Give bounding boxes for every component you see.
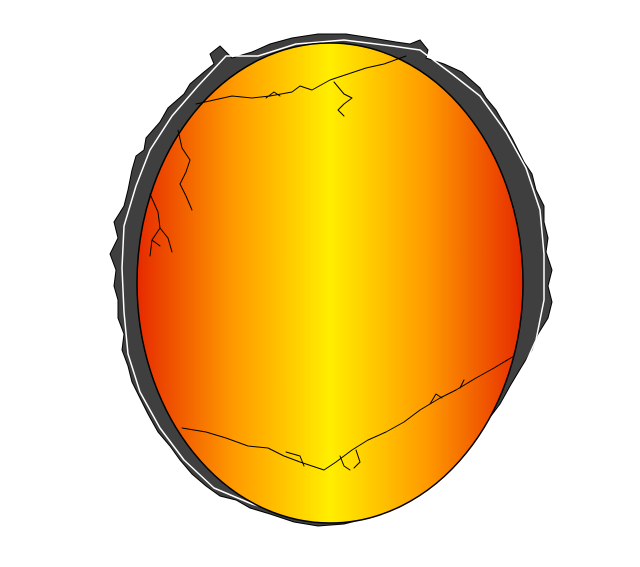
bottom-crack <box>181 355 515 471</box>
top-crack-branch <box>333 81 353 117</box>
top-crack-twig <box>265 91 281 99</box>
bottom-crack-twig <box>429 379 465 405</box>
crack-lines <box>149 55 515 471</box>
top-crack <box>195 55 407 105</box>
left-crack-lower <box>149 193 173 257</box>
egg-body <box>136 42 524 524</box>
bottom-crack-branch <box>285 449 361 471</box>
left-crack-upper <box>177 129 193 211</box>
